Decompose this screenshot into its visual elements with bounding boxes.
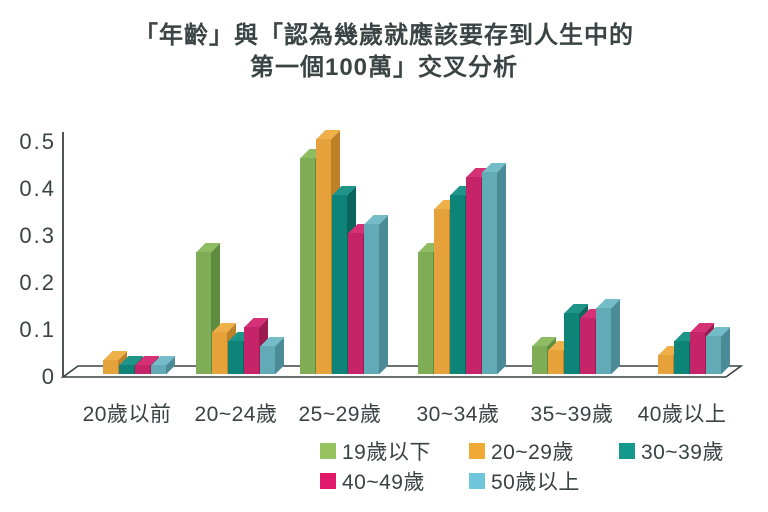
bar-front-face	[658, 355, 673, 374]
bar-front-face	[596, 308, 611, 374]
bar-front-face	[103, 360, 118, 374]
legend-label: 19歲以下	[342, 441, 431, 464]
x-category-label: 20~24歲	[194, 403, 278, 426]
bar-side-face	[497, 163, 506, 374]
legend-label: 50歲以上	[491, 471, 580, 494]
legend-item: 40~49歲	[320, 471, 425, 494]
y-tick-label: 0.1	[19, 317, 56, 342]
bar-front-face	[212, 332, 227, 374]
x-category-label: 35~39歲	[530, 403, 614, 426]
bar-front-face	[532, 346, 547, 374]
bar-front-face	[706, 336, 721, 374]
bar-front-face	[196, 252, 211, 374]
bar-front-face	[564, 313, 579, 374]
bar-front-face	[260, 346, 275, 374]
legend-swatch	[469, 473, 485, 489]
x-category-label: 30~34歲	[416, 403, 500, 426]
bar-front-face	[348, 233, 363, 374]
y-tick-label: 0.3	[19, 223, 56, 248]
y-tick-label: 0	[41, 364, 56, 389]
legend-item: 19歲以下	[320, 441, 431, 464]
bar-front-face	[466, 177, 481, 374]
y-tick-label: 0.4	[19, 176, 56, 201]
bar-front-face	[244, 327, 259, 374]
bar-front-face	[434, 209, 449, 374]
floor-outline	[60, 365, 744, 378]
bar-front-face	[580, 318, 595, 374]
bar-front-face	[548, 350, 563, 374]
bar-front-face	[332, 195, 347, 374]
legend-label: 30~39歲	[641, 441, 724, 464]
legend-swatch	[619, 443, 635, 459]
bar-front-face	[300, 158, 315, 374]
x-category-label: 25~29歲	[298, 403, 382, 426]
x-category-label: 40歲以上	[637, 403, 727, 426]
bar-side-face	[611, 299, 620, 374]
bar-front-face	[690, 332, 705, 374]
bar-front-face	[151, 365, 166, 374]
bar-side-face	[379, 215, 388, 374]
chart-title: 「年齡」與「認為幾歲就應該要存到人生中的 第一個100萬」交叉分析	[0, 20, 768, 84]
bar-front-face	[316, 139, 331, 374]
y-tick-label: 0.2	[19, 270, 56, 295]
legend-item: 30~39歲	[619, 441, 724, 464]
bar-front-face	[364, 224, 379, 374]
chart-title-line1: 「年齡」與「認為幾歲就應該要存到人生中的	[134, 22, 634, 49]
legend-label: 40~49歲	[342, 471, 425, 494]
legend-swatch	[469, 443, 485, 459]
legend-item: 20~29歲	[469, 441, 574, 464]
legend-item: 50歲以上	[469, 471, 580, 494]
legend-swatch	[320, 443, 336, 459]
bar-front-face	[450, 195, 465, 374]
legend-label: 20~29歲	[491, 441, 574, 464]
chart-title-line2: 第一個100萬」交叉分析	[249, 54, 519, 81]
bar-front-face	[135, 365, 150, 374]
y-tick-label: 0.5	[19, 129, 56, 154]
x-category-label: 20歲以前	[82, 403, 172, 426]
bar-front-face	[482, 172, 497, 374]
bar-front-face	[119, 365, 134, 374]
bar-front-face	[674, 341, 689, 374]
bar-front-face	[228, 341, 243, 374]
legend-swatch	[320, 473, 336, 489]
bar-front-face	[418, 252, 433, 374]
